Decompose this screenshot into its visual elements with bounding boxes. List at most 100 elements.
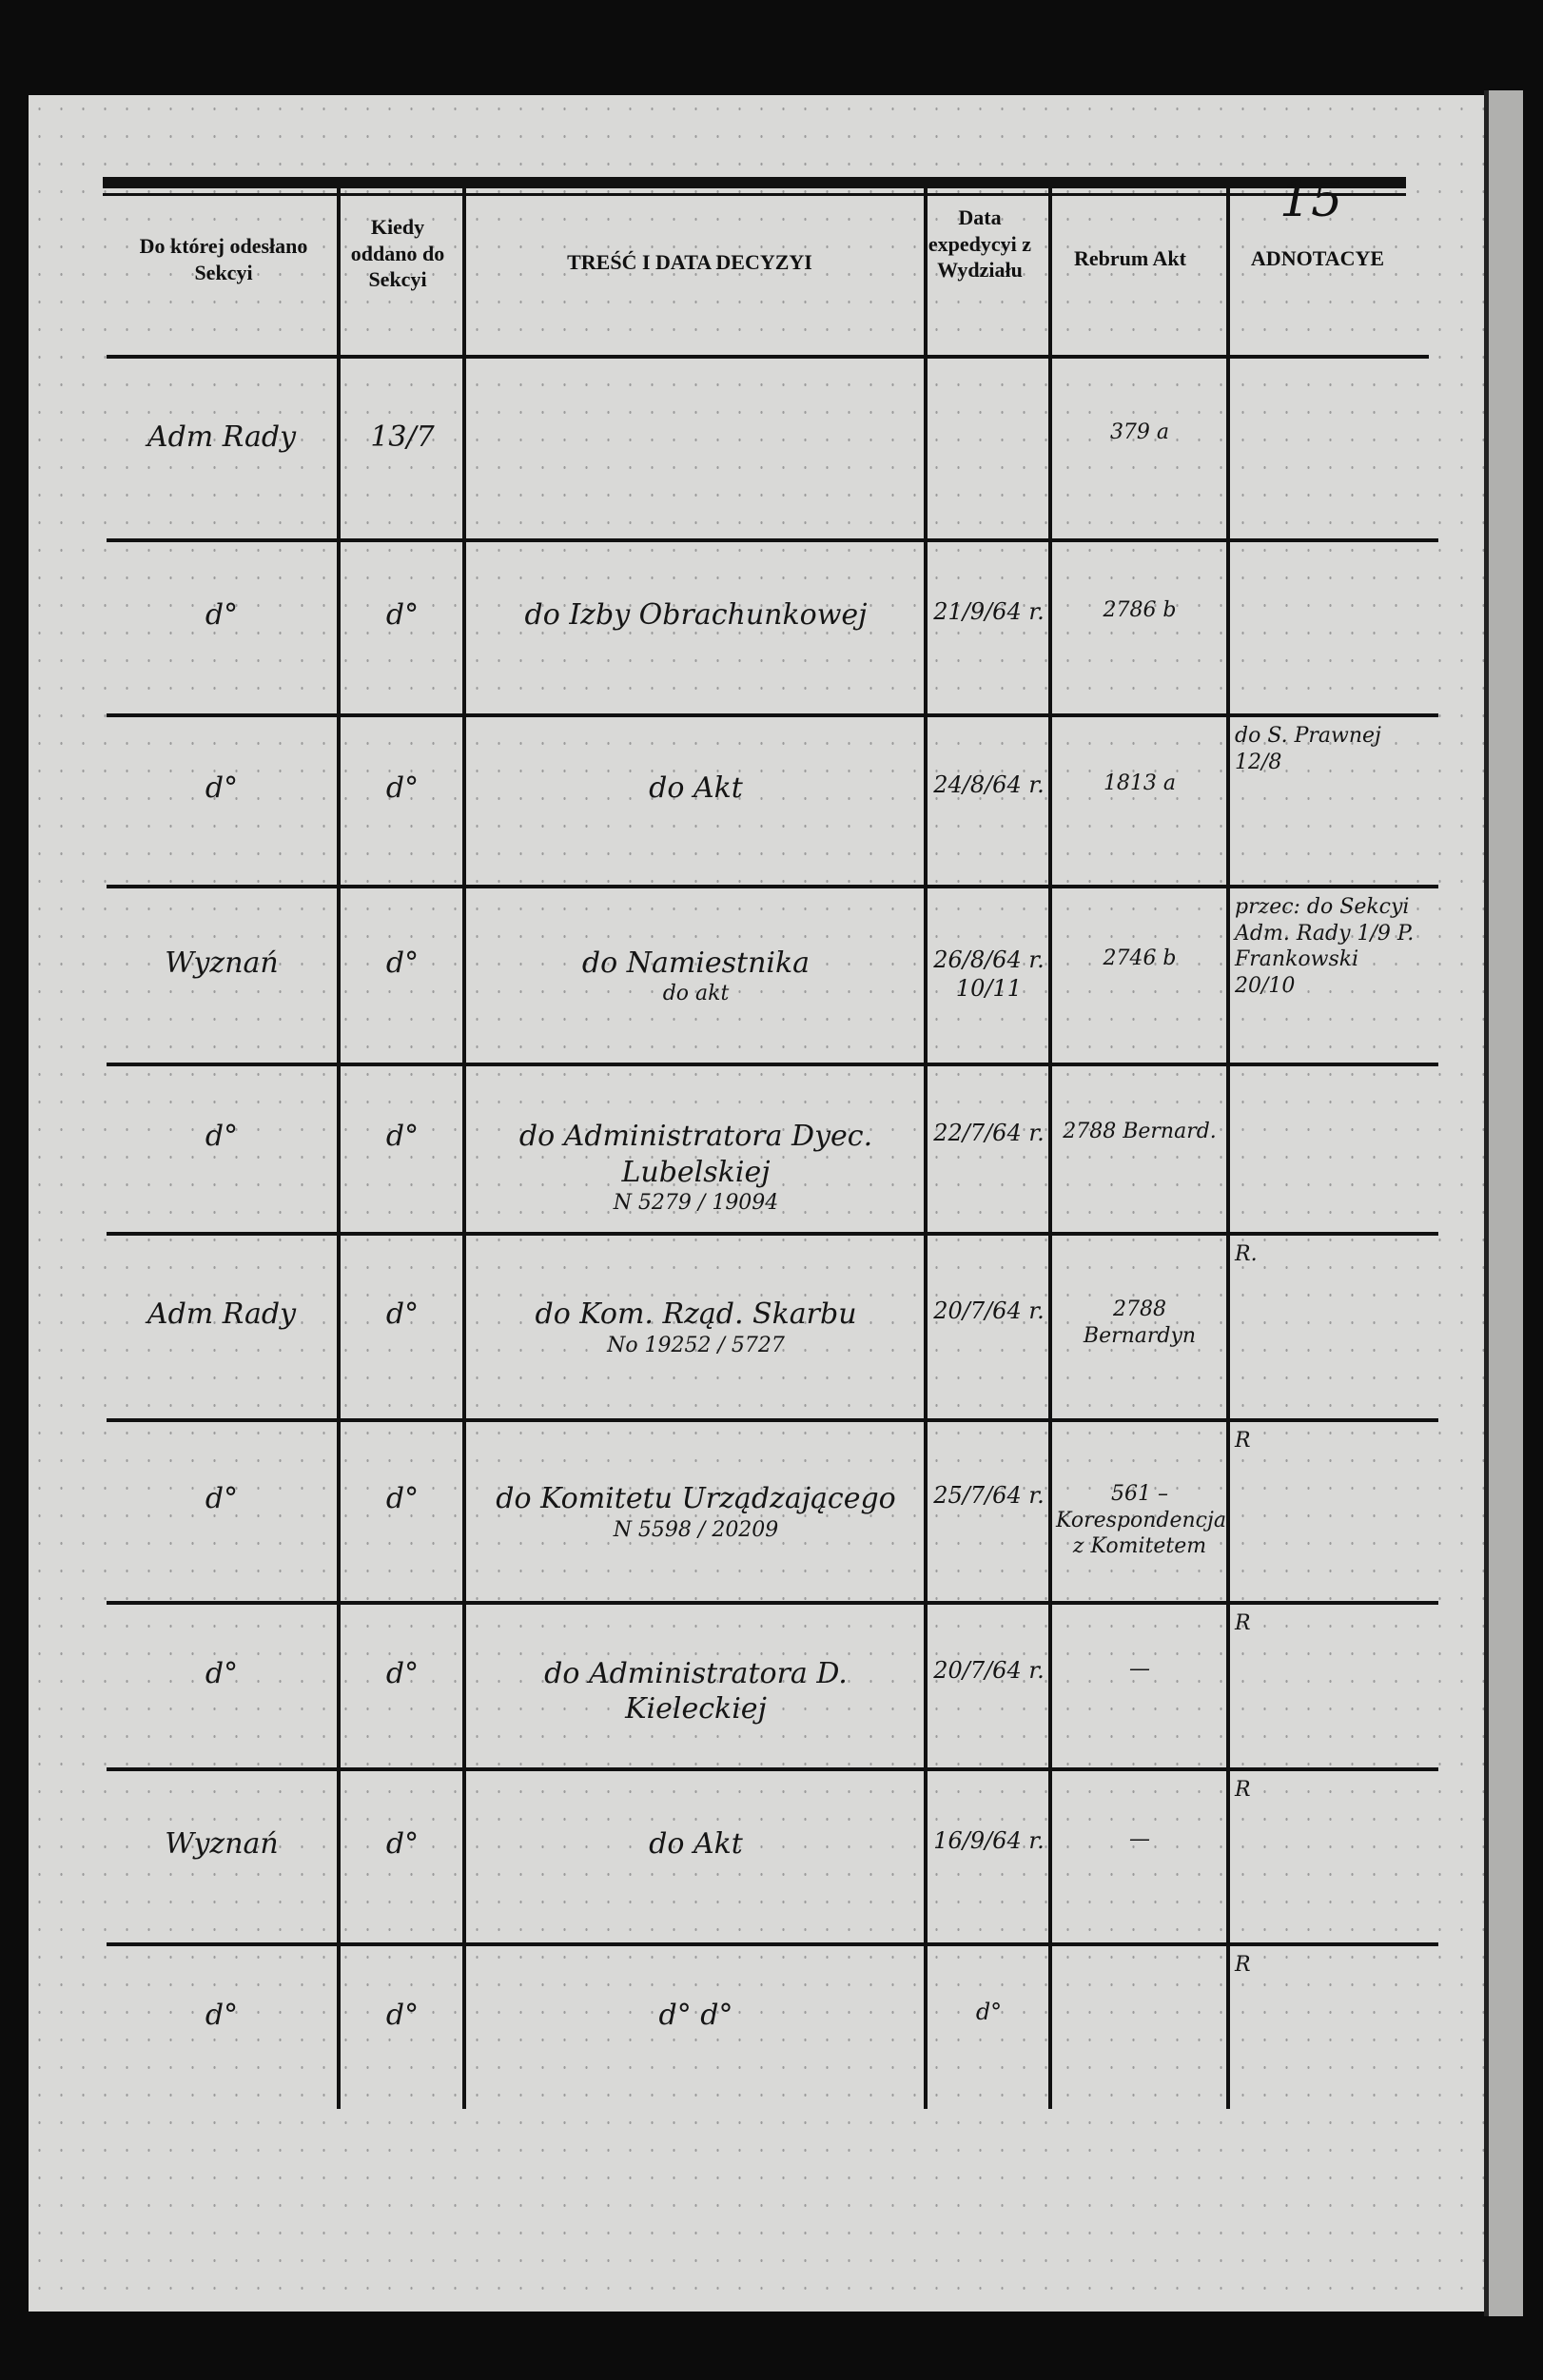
cell-tresc: do Namiestnika do akt — [470, 946, 922, 1007]
cell-rebrum: 2786 b — [1056, 597, 1223, 624]
data-exp-text: 16/9/64 r. — [933, 1827, 1045, 1854]
cell-tresc: d° d° — [470, 1998, 922, 2034]
cell-tresc: do Administratora D. Kieleckiej — [470, 1656, 922, 1727]
cell-sekcja: Wyznań — [108, 1826, 335, 1863]
cell-rebrum: — — [1056, 1826, 1223, 1853]
kiedy-text: d° — [385, 1482, 420, 1515]
cell-rebrum: 2788 Bernardyn — [1056, 1297, 1223, 1349]
kiedy-text: d° — [385, 1120, 420, 1153]
adnotacye-text: R. — [1235, 1242, 1258, 1266]
cell-kiedy: d° — [346, 1656, 459, 1692]
row-rule — [107, 1942, 1438, 1946]
cell-rebrum: 561 – Korespondencja z Komitetem — [1056, 1481, 1226, 1560]
row-rule — [107, 885, 1438, 888]
cell-sekcja: Adm Rady — [108, 1297, 335, 1333]
rebrum-text: 2788 Bernard. — [1063, 1120, 1217, 1143]
cell-data-exp: 22/7/64 r. — [933, 1119, 1045, 1147]
adnotacye-text: R — [1235, 1429, 1251, 1453]
cell-data-exp: 26/8/64 r. 10/11 — [933, 946, 1045, 1003]
cell-rebrum: 2788 Bernard. — [1056, 1119, 1223, 1145]
cell-sekcja: d° — [108, 597, 335, 634]
cell-data-exp: 24/8/64 r. — [933, 771, 1045, 799]
kiedy-text: d° — [385, 1998, 420, 2032]
tresc-text: d° d° — [658, 1998, 733, 2032]
cell-tresc: do Kom. Rząd. Skarbu No 19252 / 5727 — [470, 1297, 922, 1358]
tresc-text: do Administratora D. Kieleckiej — [544, 1656, 848, 1726]
adnotacye-text: R — [1235, 1778, 1251, 1802]
data-exp-text: 20/7/64 r. — [933, 1297, 1045, 1324]
cell-adnotacye: R — [1235, 1777, 1421, 1804]
row-rule — [107, 1063, 1438, 1066]
tresc2-text: N 5598 / 20209 — [613, 1517, 779, 1542]
cell-kiedy: d° — [346, 946, 459, 982]
cell-data-exp: 25/7/64 r. — [933, 1481, 1045, 1510]
page-number: 15 — [1279, 171, 1343, 228]
header-col4: Data expedycyi z Wydziału — [928, 205, 1032, 282]
tresc-text: do Administratora Dyec. Lubelskiej — [518, 1120, 873, 1189]
kiedy-text: d° — [385, 1656, 420, 1690]
kiedy-text: 13/7 — [370, 419, 435, 454]
header-col6: ADNOTACYE — [1250, 246, 1385, 270]
cell-kiedy: 13/7 — [346, 419, 459, 456]
cell-kiedy: d° — [346, 1481, 459, 1517]
kiedy-text: d° — [385, 1297, 420, 1331]
sekcja-text: d° — [205, 1482, 239, 1515]
column-rule — [1226, 186, 1230, 2109]
sekcja-text: Wyznań — [165, 1827, 279, 1861]
adnotacye-text: przec: do Sekcyi Adm. Rady 1/9 P. Franko… — [1235, 895, 1415, 998]
tresc-text: do Namiestnika — [581, 946, 811, 980]
cell-kiedy: d° — [346, 1826, 459, 1863]
data-exp-text: 25/7/64 r. — [933, 1482, 1045, 1509]
cell-adnotacye: do S. Prawnej 12/8 — [1235, 723, 1421, 775]
cell-adnotacye: R — [1235, 1610, 1421, 1637]
sekcja-text: Wyznań — [165, 946, 279, 980]
ledger-page — [29, 95, 1517, 2312]
header-col2: Kiedy oddano do Sekcyi — [350, 215, 445, 291]
header-col3: TREŚĆ I DATA DECYZYI — [567, 250, 812, 274]
rebrum-text: 2786 b — [1103, 598, 1177, 622]
cell-rebrum: 2746 b — [1056, 946, 1223, 972]
tresc-text: do Akt — [649, 1827, 743, 1861]
cell-kiedy: d° — [346, 597, 459, 634]
rebrum-text: 1813 a — [1103, 771, 1177, 795]
header-col1: Do której odesłano Sekcyi — [139, 234, 308, 284]
sekcja-text: Adm Rady — [146, 419, 297, 454]
cell-sekcja: d° — [108, 1656, 335, 1692]
row-rule — [107, 1232, 1438, 1236]
data-exp-text: d° — [975, 1998, 1003, 2025]
cell-tresc: do Administratora Dyec. Lubelskiej N 5279… — [470, 1119, 922, 1217]
cell-kiedy: d° — [346, 771, 459, 807]
rebrum-text: 561 – — [1111, 1482, 1168, 1506]
row-rule — [107, 713, 1438, 717]
adnotacye-text: R — [1235, 1953, 1251, 1977]
row-rule — [107, 538, 1438, 542]
cell-rebrum: — — [1056, 1656, 1223, 1683]
tresc-text: do Komitetu Urządzającego — [496, 1482, 896, 1515]
cell-rebrum: 379 a — [1056, 419, 1223, 446]
cell-tresc: do Izby Obrachunkowej — [470, 597, 922, 634]
data-exp-text: 20/7/64 r. — [933, 1656, 1045, 1684]
cell-sekcja: d° — [108, 771, 335, 807]
cell-rebrum: 1813 a — [1056, 771, 1223, 797]
cell-data-exp: 21/9/64 r. — [933, 597, 1045, 626]
rebrum-text: 379 a — [1109, 419, 1170, 444]
row-rule — [107, 1601, 1438, 1605]
rebrum2-text: Korespondencja z Komitetem — [1056, 1508, 1226, 1559]
cell-data-exp: d° — [933, 1998, 1045, 2026]
rebrum-text: — — [1129, 1656, 1150, 1681]
rebrum2-text: Bernardyn — [1083, 1323, 1197, 1348]
cell-adnotacye: R. — [1235, 1241, 1421, 1268]
data-exp-text: 21/9/64 r. — [933, 598, 1045, 625]
sekcja-text: d° — [205, 771, 239, 805]
row-rule — [107, 1767, 1438, 1771]
tresc-text: do Kom. Rząd. Skarbu — [535, 1297, 857, 1331]
cell-tresc: do Komitetu Urządzającego N 5598 / 20209 — [470, 1481, 922, 1543]
column-rule — [462, 186, 466, 2109]
column-rule — [337, 186, 341, 2109]
cell-sekcja: d° — [108, 1481, 335, 1517]
header-bottom-rule — [107, 355, 1429, 359]
kiedy-text: d° — [385, 1827, 420, 1861]
kiedy-text: d° — [385, 946, 420, 980]
rebrum-text: — — [1129, 1827, 1150, 1851]
cell-adnotacye: R — [1235, 1952, 1421, 1979]
